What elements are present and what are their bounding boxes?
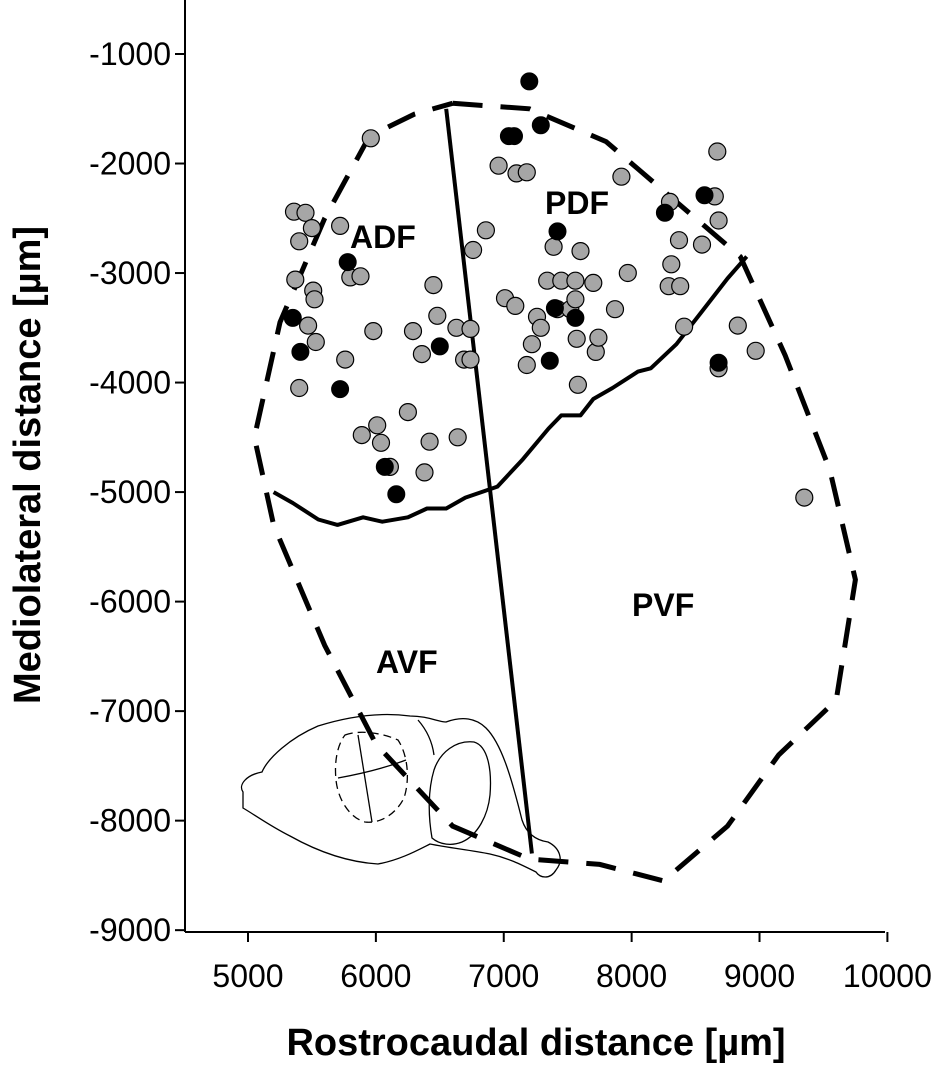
data-point-gray [612, 167, 631, 186]
data-point-gray [351, 267, 370, 286]
x-tick-label: 9000 [724, 958, 795, 994]
y-tick-label: -5000 [89, 474, 171, 510]
x-tick-label: 8000 [596, 958, 667, 994]
data-point-black [531, 116, 550, 135]
data-point-gray [517, 355, 536, 375]
data-point-gray [403, 322, 423, 341]
data-point-black [695, 186, 714, 205]
data-point-gray [286, 270, 305, 289]
brain-outline-inset [240, 713, 561, 878]
data-point-gray [671, 277, 690, 296]
data-point-black [505, 127, 523, 146]
dorsal-ventral-divider-line [272, 255, 749, 527]
region-label-avf: AVF [376, 644, 438, 680]
data-point-gray [371, 433, 391, 452]
data-point-gray [709, 211, 728, 230]
data-point-gray [464, 240, 483, 260]
data-point-gray [461, 319, 480, 338]
data-point-black [520, 72, 539, 91]
data-point-black [338, 253, 357, 272]
data-point-gray [544, 237, 563, 256]
data-point-gray [522, 335, 542, 354]
x-axis-title: Rostrocaudal distance [µm] [286, 1022, 785, 1064]
data-point-gray [568, 375, 588, 394]
data-point-gray [352, 426, 371, 445]
y-tick-label: -3000 [89, 255, 171, 291]
data-point-gray [424, 276, 443, 295]
data-point-gray [412, 345, 431, 364]
y-tick-label: -8000 [89, 803, 171, 839]
y-tick-label: -9000 [89, 912, 171, 948]
x-tick-label: 6000 [340, 958, 411, 994]
data-point-gray [420, 432, 439, 451]
data-point-gray [398, 403, 417, 422]
data-point-gray [584, 273, 603, 292]
data-point-gray [290, 378, 309, 398]
data-point-black [548, 222, 567, 241]
region-label-adf: ADF [350, 219, 416, 255]
y-tick-label: -1000 [89, 36, 171, 72]
data-point-gray [728, 316, 747, 335]
data-point-gray [428, 306, 447, 325]
data-point-gray [364, 322, 383, 341]
data-point-black [545, 299, 564, 318]
data-point-gray [746, 341, 765, 360]
data-point-gray [361, 129, 380, 148]
x-tick-label: 5000 [212, 958, 283, 994]
data-point-gray [489, 156, 508, 175]
data-point-gray [415, 463, 434, 482]
data-point-gray [618, 263, 637, 283]
data-point-black [375, 457, 394, 476]
data-point-black [566, 308, 585, 327]
y-tick-label: -2000 [89, 146, 171, 182]
data-point-black [709, 353, 728, 372]
data-point-black [387, 485, 406, 504]
data-point-gray [566, 290, 585, 309]
data-point-gray [571, 242, 590, 261]
data-point-black [283, 308, 302, 327]
data-point-gray [674, 317, 694, 336]
data-point-gray [336, 350, 355, 369]
y-tick-label: -4000 [89, 365, 171, 401]
data-point-gray [302, 219, 321, 238]
data-point-black [430, 337, 449, 356]
data-point-gray [506, 296, 525, 315]
data-point-gray [299, 316, 318, 335]
data-point-gray [531, 318, 550, 337]
data-point-gray [296, 203, 315, 222]
data-point-black [331, 380, 350, 399]
data-point-gray [331, 216, 350, 235]
data-point-black [655, 203, 674, 222]
data-point-gray [605, 300, 625, 319]
data-point-gray [692, 235, 712, 254]
data-point-gray [566, 271, 585, 290]
data-point-gray [448, 428, 467, 447]
y-tick-label: -6000 [89, 584, 171, 620]
data-point-gray [567, 329, 586, 348]
x-tick-label: 7000 [468, 958, 539, 994]
data-point-gray [589, 328, 608, 347]
anterior-posterior-divider-line [444, 108, 534, 854]
data-point-gray [669, 231, 689, 250]
data-point-gray [290, 232, 309, 251]
data-point-gray [306, 332, 325, 352]
data-point-gray [476, 221, 495, 240]
data-point-gray [305, 290, 324, 309]
y-tick-label: -7000 [89, 693, 171, 729]
data-point-gray [708, 142, 727, 161]
x-tick-label: 10000 [843, 958, 932, 994]
region-label-pvf: PVF [632, 587, 694, 623]
data-point-black [540, 351, 559, 370]
y-axis-title: Mediolateral distance [µm] [7, 226, 49, 704]
region-label-pdf: PDF [545, 185, 609, 221]
data-point-gray [662, 255, 681, 274]
data-point-black [291, 342, 310, 361]
data-point-gray [368, 416, 387, 435]
data-point-gray [461, 350, 480, 369]
data-point-gray [795, 488, 814, 507]
data-point-gray [517, 163, 536, 182]
